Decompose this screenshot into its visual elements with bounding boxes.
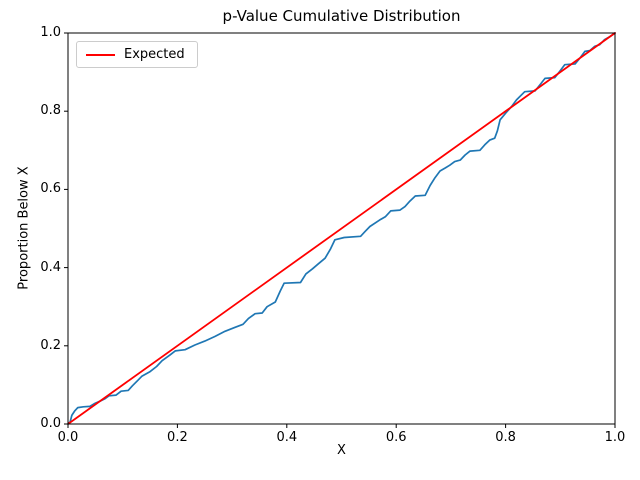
x-tick-label: 0.2 [167,430,188,445]
y-tick-label: 0.8 [40,103,61,119]
y-tick-label: 0.2 [40,337,61,353]
legend-label: Expected [124,47,185,62]
x-tick-label: 0.8 [495,430,516,445]
y-tick-label: 0.0 [40,416,61,431]
y-tick-label: 1.0 [40,25,61,40]
chart-title: p-Value Cumulative Distribution [222,7,461,25]
plot-border [67,32,616,425]
x-tick-label: 0.6 [385,430,407,445]
legend-line-swatch [86,53,115,56]
x-axis-label: X [337,443,346,458]
x-tick-label: 0.4 [276,430,298,445]
empirical_cdf-line [67,32,616,425]
legend: Expected [76,41,198,68]
x-tick-label: 0.0 [57,430,79,445]
y-tick-label: 0.6 [40,181,61,197]
x-tick-label: 1.0 [604,430,626,445]
expected-line [67,32,616,425]
y-tick-label: 0.4 [40,259,61,275]
